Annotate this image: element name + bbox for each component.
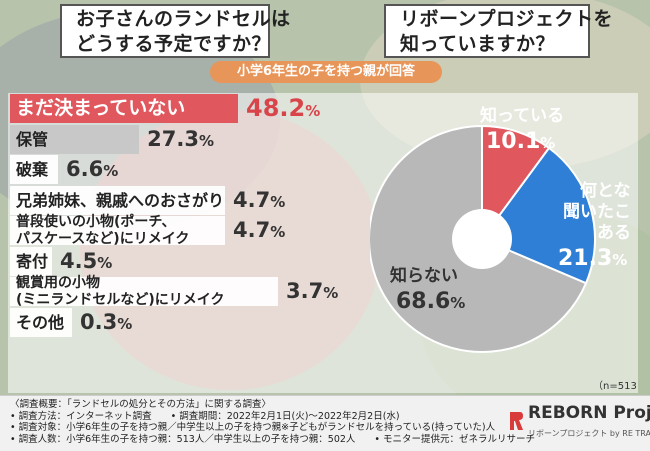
donut-hole xyxy=(452,209,512,269)
pie-slice xyxy=(481,124,551,243)
bar xyxy=(10,216,225,245)
bar-label: その他 xyxy=(16,312,65,332)
pie-slice-label: 聞いたことが xyxy=(563,201,630,222)
bar-label: 破棄 xyxy=(16,160,49,179)
pie-value-label: 21.3% xyxy=(558,246,627,271)
bar xyxy=(10,185,225,215)
bar xyxy=(10,246,52,276)
logo-name: REBORN Project xyxy=(528,403,650,423)
respondents-pill: 小学6年生の子を持つ親が回答 xyxy=(210,61,442,83)
bar-value-label: 4.7% xyxy=(233,187,286,212)
bar-label: 寄付 xyxy=(16,251,49,271)
pie-value-label: 68.6% xyxy=(396,289,465,314)
survey-footer: 〈調査概要：「ランドセルの処分とその方法」に関する調査〉 • 調査方法：インター… xyxy=(0,395,650,451)
bar xyxy=(10,124,140,154)
bar xyxy=(10,307,72,337)
bar-value-label: 3.7% xyxy=(286,279,339,303)
bar-value-label: 6.6% xyxy=(66,157,119,181)
bar-label: 普段使いの小物(ポーチ、 パスケースなど)にリメイク xyxy=(16,214,190,247)
pie-slice-label: ある xyxy=(597,223,630,243)
pie-slice-label: 知っている xyxy=(479,105,564,126)
bar-value-label: 27.3% xyxy=(147,126,214,151)
question-2-line-2: 知っていますか？ xyxy=(400,33,556,55)
bar-value-label: 4.7% xyxy=(233,218,286,242)
footer-line: 〈調査概要：「ランドセルの処分とその方法」に関する調査〉 xyxy=(10,399,271,410)
bar-label: まだ決まっていない xyxy=(16,97,186,119)
bar-label: 兄弟姉妹、親戚へのおさがり xyxy=(16,190,225,210)
question-2-box: リボーンプロジェクトを 知っていますか？ xyxy=(384,4,613,58)
pie-chart: 知っている 10.1% 何となく聞いたことがある 21.3% 知らない 68.6% xyxy=(370,105,630,353)
bar-value-label: 0.3% xyxy=(80,309,133,334)
footer-line: • 調査方法：インターネット調査 • 調査期間：2022年2月1日(火)〜202… xyxy=(10,410,400,422)
footer-line: • 調査対象：小学6年生の子を持つ親／中学生以上の子を持つ親※子どもがランドセル… xyxy=(10,422,496,433)
bar xyxy=(10,277,278,306)
question-1-box: お子さんのランドセルは どうする予定ですか？ xyxy=(60,4,291,58)
reborn-logo-icon xyxy=(510,412,523,430)
bar-value-label: 48.2% xyxy=(246,94,321,122)
bar-label: 観賞用の小物 (ミニランドセルなど)にリメイク xyxy=(16,275,225,308)
pie-slice-label: 知らない xyxy=(389,265,458,286)
footer-line: • 調査人数：小学6年生の子を持つ親：513人／中学生以上の子を持つ親：502人… xyxy=(10,433,536,445)
logo-subtitle: リボーンプロジェクト by RE TRADING xyxy=(528,429,650,438)
pie-slice xyxy=(480,146,596,285)
pie-value-label: 10.1% xyxy=(486,129,555,154)
bar-label: 保管 xyxy=(16,129,49,149)
bar xyxy=(10,94,238,123)
question-1-line-2: どうする予定ですか？ xyxy=(76,33,272,55)
bar xyxy=(10,155,58,184)
question-2-line-1: リボーンプロジェクトを xyxy=(400,8,613,30)
pie-slice-label: 何となく xyxy=(580,180,630,201)
question-1-line-1: お子さんのランドセルは xyxy=(76,8,291,30)
bar-value-label: 4.5% xyxy=(60,248,113,273)
